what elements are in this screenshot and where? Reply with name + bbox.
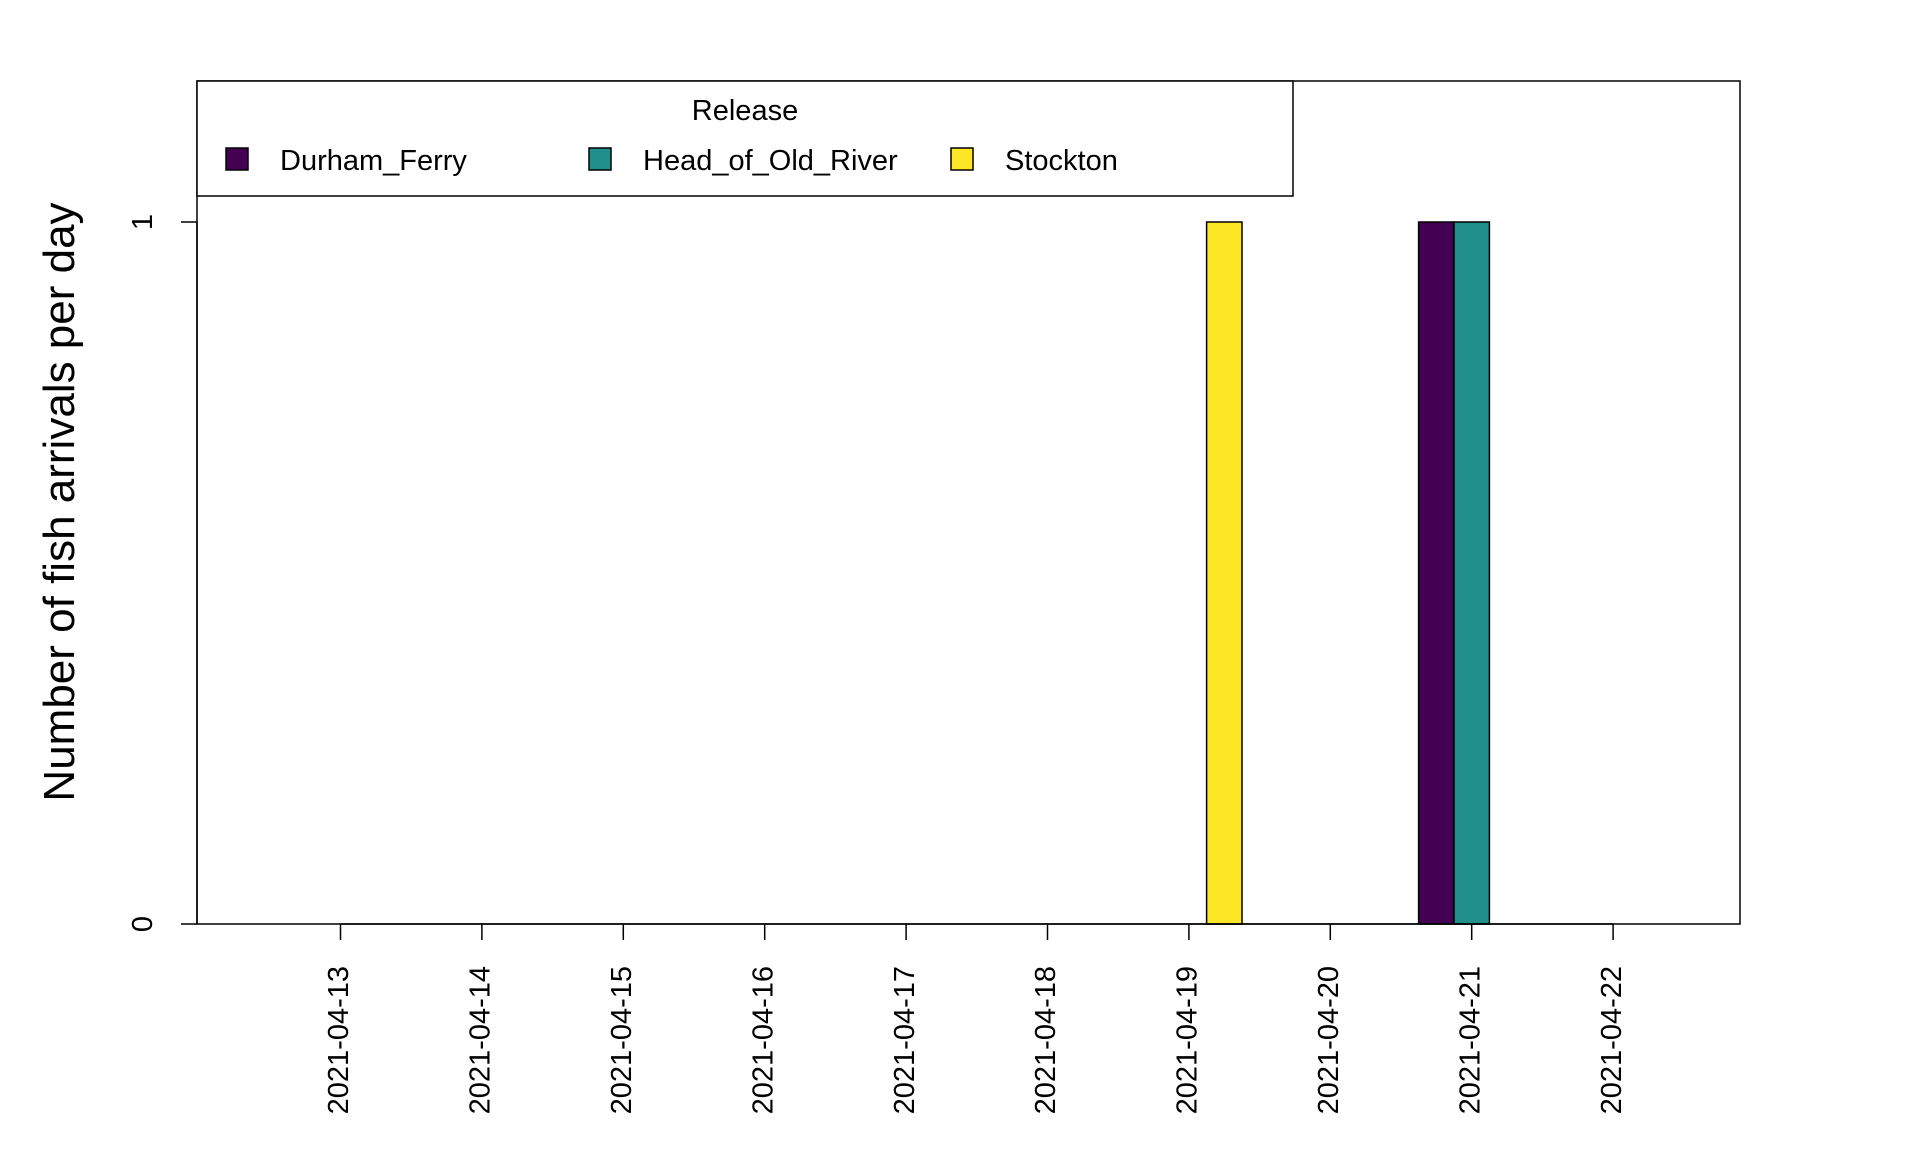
legend: Release Durham_Ferry Head_of_Old_River Sto…: [196, 80, 1294, 197]
legend-items: Durham_Ferry Head_of_Old_River Stockton: [225, 145, 1118, 177]
x-tick-label: 2021-04-20: [1313, 966, 1345, 1114]
bars-layer: [1205, 221, 1491, 925]
legend-label: Head_of_Old_River: [643, 145, 898, 177]
x-tick-label: 2021-04-16: [747, 966, 779, 1114]
bar-head-of-old-river-2021-04-21: [1453, 221, 1491, 925]
legend-entry-head-of-old-river: Head_of_Old_River: [588, 145, 898, 177]
legend-swatch: [950, 147, 974, 171]
legend-title: Release: [692, 95, 798, 127]
y-axis: 01: [127, 214, 198, 932]
legend-box: [196, 80, 1294, 197]
legend-swatch: [588, 147, 612, 171]
y-tick-label: 0: [127, 916, 159, 932]
legend-entry-durham-ferry: Durham_Ferry: [225, 145, 467, 177]
x-tick-label: 2021-04-17: [889, 966, 921, 1114]
bar-stockton-2021-04-19: [1205, 221, 1243, 925]
x-tick-label: 2021-04-15: [606, 966, 638, 1114]
legend-label: Stockton: [1005, 145, 1118, 177]
legend-entry-stockton: Stockton: [950, 145, 1118, 177]
x-tick-label: 2021-04-14: [465, 966, 497, 1114]
plot-frame: [196, 80, 1741, 925]
y-tick-label: 1: [127, 214, 159, 230]
x-tick-label: 2021-04-22: [1596, 966, 1628, 1114]
x-tick-label: 2021-04-18: [1030, 966, 1062, 1114]
legend-swatch: [225, 147, 249, 171]
x-tick-label: 2021-04-13: [323, 966, 355, 1114]
y-axis-label: Number of fish arrivals per day: [35, 202, 84, 801]
bar-durham-ferry-2021-04-21: [1417, 221, 1455, 925]
legend-label: Durham_Ferry: [280, 145, 467, 177]
x-axis: 2021-04-13 2021-04-14 2021-04-15 2021-04-16…: [323, 923, 1628, 1114]
x-tick-label: 2021-04-21: [1454, 966, 1486, 1114]
x-tick-label: 2021-04-19: [1172, 966, 1204, 1114]
